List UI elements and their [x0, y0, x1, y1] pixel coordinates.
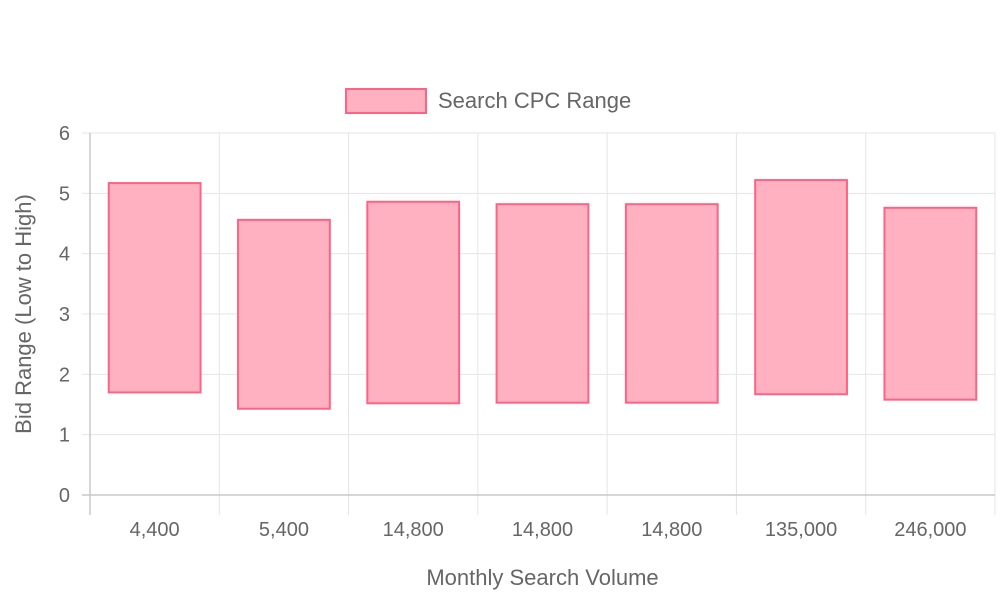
- axes: 0 1 2 3 4 5 6 4,400 5,400 14,800 14,800 14,800 135,0…: [59, 123, 995, 541]
- range-bar[interactable]: [107, 182, 202, 394]
- y-tick-label: 3: [59, 304, 70, 326]
- range-bar[interactable]: [495, 203, 590, 404]
- range-bar[interactable]: [366, 200, 461, 405]
- y-tick-label: 0: [59, 485, 70, 507]
- x-tick-label: 14,800: [641, 519, 702, 541]
- y-tick-label: 4: [59, 244, 70, 266]
- range-bar[interactable]: [883, 206, 978, 401]
- range-bar[interactable]: [624, 203, 719, 404]
- legend-swatch[interactable]: [345, 88, 427, 114]
- bars: [107, 179, 978, 410]
- x-axis-title: Monthly Search Volume: [426, 565, 658, 590]
- x-tick-label: 246,000: [894, 519, 966, 541]
- legend[interactable]: Search CPC Range: [345, 88, 631, 114]
- x-tick-label: 4,400: [130, 519, 180, 541]
- legend-label[interactable]: Search CPC Range: [438, 88, 631, 113]
- x-tick-label: 5,400: [259, 519, 309, 541]
- y-tick-label: 1: [59, 425, 70, 447]
- y-axis-title: Bid Range (Low to High): [11, 194, 36, 434]
- y-tick-label: 2: [59, 364, 70, 386]
- range-bar[interactable]: [237, 218, 331, 410]
- x-tick-label: 135,000: [765, 519, 837, 541]
- x-tick-label: 14,800: [383, 519, 444, 541]
- y-tick-label: 6: [59, 123, 70, 145]
- y-tick-label: 5: [59, 183, 70, 205]
- range-bar[interactable]: [754, 179, 848, 396]
- x-tick-label: 14,800: [512, 519, 573, 541]
